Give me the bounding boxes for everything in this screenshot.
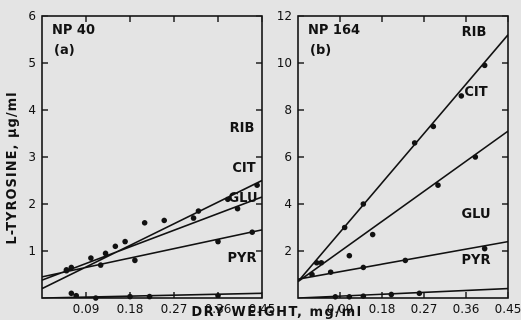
data-point-cit-a	[161, 217, 168, 224]
series-label-cit-b: CIT	[464, 85, 487, 100]
data-point-glu-a	[97, 262, 104, 268]
y-tick-label-a: 1	[28, 244, 36, 258]
x-tick-label-b: 0.45	[495, 302, 521, 316]
data-point-pyr-a	[73, 292, 80, 299]
data-point-glu-a	[215, 238, 221, 245]
data-point-pyr-a	[215, 292, 221, 299]
data-point-cit-a	[102, 250, 109, 257]
data-point-pyr-b	[360, 293, 367, 299]
x-tick-label-a: 0.09	[73, 302, 100, 316]
series-label-rib-b: RIB	[462, 25, 487, 40]
data-point-rib-a	[88, 255, 94, 261]
y-tick-label-a: 3	[28, 150, 36, 164]
fit-line-glu-a	[41, 229, 263, 278]
data-point-glu-b	[309, 271, 315, 278]
y-tick-label-b: 10	[277, 56, 292, 70]
data-point-pyr-b	[416, 290, 423, 297]
y-axis-label: L-TYROSINE, µg/ml	[5, 91, 20, 244]
x-tick-label-b: 0.09	[327, 302, 354, 316]
data-point-pyr-b	[346, 294, 353, 300]
data-point-rib-a	[141, 220, 148, 226]
data-point-rib-b	[360, 201, 367, 207]
data-point-cit-b	[435, 182, 441, 188]
x-tick-label-b: 0.18	[369, 302, 396, 316]
fit-line-cit-a	[41, 196, 263, 281]
series-label-pyr-a: PYR	[228, 251, 257, 266]
y-tick-label-a: 4	[28, 103, 36, 117]
x-tick-label-a: 0.45	[249, 302, 276, 316]
data-point-cit-a	[234, 205, 241, 212]
data-point-rib-b	[458, 93, 465, 99]
panel-title-b: NP 164	[308, 23, 360, 38]
data-point-glu-a	[132, 257, 138, 264]
data-point-pyr-a	[68, 290, 75, 297]
data-point-cit-b	[318, 259, 325, 266]
panel-b: NP 164 (b) 0.09 0.18 0.27 0.36 0.45 2 4 6 8 10 12 RIB…	[277, 9, 521, 316]
data-point-pyr-b	[332, 294, 339, 300]
y-tick-label-a: 6	[28, 9, 36, 23]
y-tick-label-b: 8	[284, 103, 292, 117]
y-tick-label-b: 4	[284, 197, 292, 211]
x-tick-label-b: 0.36	[453, 302, 480, 316]
data-point-cit-b	[472, 154, 479, 160]
fit-line-rib-b	[297, 34, 509, 283]
data-point-cit-b	[369, 231, 376, 238]
data-point-pyr-a	[127, 293, 133, 300]
x-axis-label: DRY WEIGHT, mg/ml	[191, 305, 362, 320]
data-point-cit-a	[68, 264, 75, 271]
data-point-glu-a	[249, 229, 256, 235]
series-label-rib-a: RIB	[230, 121, 255, 136]
series-label-glu-b: GLU	[461, 207, 490, 222]
x-tick-label-a: 0.36	[205, 302, 232, 316]
data-point-rib-b	[411, 140, 418, 146]
data-point-rib-b	[430, 123, 437, 130]
y-tick-label-b: 12	[277, 9, 292, 23]
panel-a: NP 40 (a) 0.09 0.18 0.27 0.36 0.45 1 2 3 4 5 6 RIB CIT…	[28, 9, 275, 316]
series-label-glu-a: GLU	[228, 191, 257, 206]
data-point-pyr-a	[92, 295, 99, 301]
y-tick-label-a: 2	[28, 197, 36, 211]
data-point-pyr-b	[388, 291, 395, 298]
series-label-cit-a: CIT	[232, 161, 255, 176]
panel-title-a: NP 40	[52, 23, 95, 38]
data-point-rib-a	[195, 208, 202, 214]
y-tick-label-b: 2	[284, 244, 292, 258]
data-point-cit-b	[346, 252, 353, 259]
panel-letter-a: (a)	[54, 43, 75, 58]
data-point-cit-a	[122, 238, 128, 245]
data-point-glu-b	[481, 245, 488, 252]
data-point-rib-b	[481, 62, 488, 69]
y-tick-label-b: 6	[284, 150, 292, 164]
data-point-rib-b	[313, 259, 320, 266]
data-point-rib-b	[341, 224, 348, 231]
data-point-rib-a	[224, 196, 231, 203]
data-point-glu-a	[63, 267, 70, 273]
series-label-pyr-b: PYR	[462, 253, 491, 268]
x-tick-label-a: 0.27	[161, 302, 188, 316]
data-point-glu-b	[360, 264, 367, 271]
data-point-rib-a	[254, 182, 260, 188]
data-point-glu-b	[327, 269, 334, 275]
data-point-cit-a	[190, 215, 197, 221]
data-point-pyr-a	[146, 293, 153, 300]
data-point-rib-a	[112, 243, 119, 250]
panel-letter-b: (b)	[310, 43, 331, 58]
x-tick-label-b: 0.27	[411, 302, 438, 316]
data-point-glu-b	[402, 257, 409, 264]
x-tick-label-a: 0.18	[117, 302, 144, 316]
y-tick-label-a: 5	[28, 56, 36, 70]
